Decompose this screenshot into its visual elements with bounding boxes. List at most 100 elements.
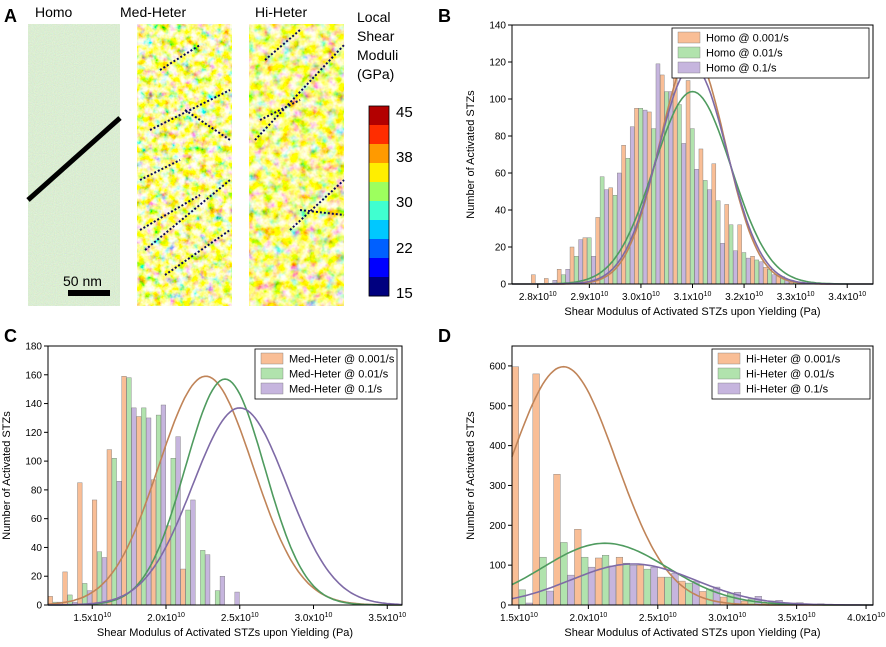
- legend-label: Homo @ 0.1/s: [706, 63, 777, 75]
- bar-d-s1: [511, 366, 519, 606]
- y-axis-title-d: Number of Activated STZs: [465, 411, 477, 540]
- x-tick-label: 2.5x1010: [221, 612, 259, 624]
- plot-frame-c: [47, 345, 403, 606]
- legend-label: Homo @ 0.01/s: [706, 48, 783, 60]
- y-tick-label: 600: [489, 361, 506, 372]
- x-axis-title-d: Shear Modulus of Activated STZs upon Yie…: [564, 627, 820, 639]
- bar-c-s2: [82, 583, 88, 606]
- bar-b-s3: [733, 250, 738, 285]
- panel-b-letter: B: [438, 6, 451, 26]
- colorbar-swatch: [369, 220, 389, 240]
- bar-b-s1: [724, 204, 729, 285]
- bar-d-s3: [629, 564, 637, 606]
- legend-swatch: [260, 367, 284, 380]
- bar-c-s1: [77, 482, 83, 606]
- image-title-med-heter: Med-Heter: [120, 4, 186, 20]
- panel-a-letter: A: [4, 6, 17, 26]
- y-tick-label: 80: [31, 485, 43, 496]
- bar-c-s3: [116, 481, 122, 606]
- legend-label: Homo @ 0.001/s: [706, 33, 789, 45]
- x-tick-label: 2.0x1010: [569, 612, 607, 624]
- bar-d-s3: [650, 566, 658, 606]
- bar-b-s2: [651, 128, 656, 285]
- bar-d-s2: [685, 582, 693, 606]
- legend-label: Med-Heter @ 0.1/s: [289, 384, 383, 396]
- x-tick-label: 1.5x1010: [73, 612, 111, 624]
- panel-c-letter: C: [4, 326, 17, 346]
- x-tick-label: 2.8x1010: [519, 291, 557, 303]
- x-tick-label: 3.3x1010: [777, 291, 815, 303]
- colorbar-swatch: [369, 182, 389, 202]
- bar-b-s1: [685, 80, 691, 285]
- bar-b-s3: [720, 243, 725, 285]
- x-tick-label: 2.0x1010: [147, 612, 185, 624]
- x-tick-label: 3.5x1010: [778, 612, 816, 624]
- legend-swatch: [677, 61, 701, 74]
- bar-c-s2: [111, 458, 117, 606]
- y-tick-label: 0: [500, 601, 506, 612]
- colorbar-title-line-4: (GPa): [357, 66, 394, 82]
- bar-c-s1: [136, 416, 142, 606]
- legend-swatch: [260, 352, 284, 365]
- y-tick-label: 120: [489, 58, 506, 69]
- scale-bar: [68, 290, 110, 296]
- colorbar-title-line-1: Local: [357, 9, 390, 25]
- legend-swatch: [717, 382, 741, 395]
- y-tick-label: 0: [36, 601, 42, 612]
- y-axis-title-b: Number of Activated STZs: [465, 90, 477, 219]
- fit-curve-d-s3: [511, 563, 873, 606]
- bar-d-s3: [546, 590, 554, 606]
- legend-swatch: [677, 31, 701, 44]
- bar-b-s1: [737, 224, 742, 285]
- bar-b-s3: [746, 257, 751, 285]
- y-tick-label: 100: [489, 95, 506, 106]
- bar-b-s1: [634, 108, 639, 285]
- colorbar-tick-30: 30: [396, 194, 413, 211]
- bar-b-s1: [582, 237, 588, 285]
- bar-d-s1: [636, 564, 644, 606]
- bar-c-s3: [160, 404, 166, 606]
- colorbar-swatch: [369, 277, 389, 297]
- x-tick-label: 3.5x1010: [368, 612, 406, 624]
- bar-b-s2: [703, 180, 708, 285]
- legend-box-b: [671, 27, 870, 79]
- bar-b-s2: [625, 157, 631, 285]
- legend-label: Hi-Heter @ 0.001/s: [746, 354, 841, 366]
- bar-d-s1: [657, 576, 665, 606]
- bar-b-s1: [531, 274, 536, 285]
- bar-d-s2: [539, 556, 547, 606]
- colorbar-swatch: [369, 239, 389, 259]
- bar-b-s1: [750, 256, 755, 285]
- x-tick-label: 3.0x1010: [708, 612, 746, 624]
- bar-c-s2: [185, 509, 191, 606]
- panel-d-letter: D: [438, 326, 451, 346]
- bar-b-s1: [698, 148, 704, 285]
- shear-band-homo: [26, 116, 122, 202]
- bar-c-s3: [234, 591, 240, 606]
- legend-swatch: [260, 382, 284, 395]
- bar-c-s2: [200, 550, 206, 606]
- bar-b-s3: [681, 143, 686, 285]
- legend-label: Hi-Heter @ 0.1/s: [746, 384, 829, 396]
- y-tick-label: 140: [489, 21, 506, 32]
- bar-b-s1: [569, 246, 575, 285]
- bar-b-s2: [677, 104, 682, 285]
- bar-c-s1: [151, 479, 157, 606]
- y-tick-label: 60: [495, 169, 507, 180]
- bar-c-s3: [219, 576, 225, 606]
- scale-bar-label: 50 nm: [63, 273, 102, 289]
- bar-d-s2: [560, 542, 568, 606]
- x-tick-label: 3.0x1010: [295, 612, 333, 624]
- bar-b-s1: [647, 111, 652, 285]
- legend-swatch: [717, 352, 741, 365]
- bar-b-s3: [758, 261, 764, 285]
- x-tick-label: 1.5x1010: [500, 612, 538, 624]
- x-tick-label: 3.0x1010: [622, 291, 660, 303]
- fit-curve-c-s2: [48, 378, 402, 606]
- bar-b-s2: [599, 176, 605, 285]
- colorbar: Local Shear Moduli (GPa) 45 38 30 22 15: [357, 9, 413, 302]
- image-title-homo: Homo: [35, 4, 73, 20]
- colorbar-title-line-3: Moduli: [357, 47, 398, 63]
- y-tick-label: 60: [31, 514, 43, 525]
- bar-b-s3: [578, 239, 583, 285]
